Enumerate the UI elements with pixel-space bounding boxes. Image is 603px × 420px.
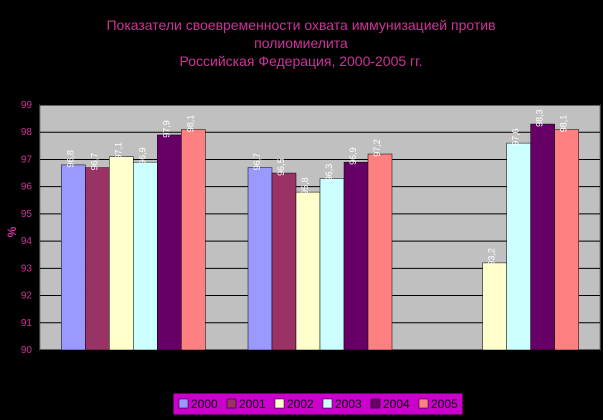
legend: 2000 2001 2002 2003 2004 2005 xyxy=(172,392,464,416)
legend-swatch-2000 xyxy=(178,398,189,409)
x-axis-categories: 12 месяцев 24 месяца 14 лет xyxy=(99,368,526,383)
legend-swatch-2005 xyxy=(418,398,429,409)
bars xyxy=(61,123,579,351)
bar-2000-1 xyxy=(61,164,86,351)
x-category-label: 12 месяцев xyxy=(99,368,168,383)
legend-swatch-2003 xyxy=(322,398,333,409)
y-tick-label: 98 xyxy=(21,127,33,138)
bar-2001-2 xyxy=(271,172,297,351)
y-tick-label: 93 xyxy=(21,263,33,274)
bar-2005-1 xyxy=(181,129,206,351)
data-label: 98,3 xyxy=(535,109,545,127)
legend-swatch-2001 xyxy=(226,398,237,409)
y-tick-label: 97 xyxy=(21,154,33,165)
legend-box xyxy=(172,392,464,416)
legend-label-2000: 2000 xyxy=(191,397,218,411)
bar-2002-2 xyxy=(295,191,321,351)
chart-title: Показатели своевременности охвата иммуни… xyxy=(106,17,495,69)
chart-title-line-1: Показатели своевременности охвата иммуни… xyxy=(106,17,495,33)
bar-2001-1 xyxy=(85,167,110,351)
data-label: 96,7 xyxy=(252,153,262,171)
legend-label-2004: 2004 xyxy=(383,397,410,411)
bar-2003-2 xyxy=(319,178,345,351)
y-axis-ticks: 90 91 92 93 94 95 96 97 98 99 xyxy=(21,100,33,356)
data-label: 97,6 xyxy=(511,128,521,146)
data-label: 96,5 xyxy=(276,158,286,176)
data-label: 97,2 xyxy=(372,139,382,157)
chart-title-line-2: полиомиелита xyxy=(254,35,348,51)
y-axis-label: % xyxy=(5,226,19,237)
legend-swatch-2002 xyxy=(274,398,285,409)
y-tick-label: 99 xyxy=(21,100,33,111)
data-label: 98,1 xyxy=(559,115,569,133)
legend-label-2003: 2003 xyxy=(335,397,362,411)
y-tick-label: 94 xyxy=(21,236,33,247)
data-label: 96,3 xyxy=(324,164,334,182)
data-label: 96,9 xyxy=(348,147,358,165)
bar-2004-3 xyxy=(530,123,555,351)
chart-title-line-3: Российская Федерация, 2000-2005 гг. xyxy=(180,53,423,69)
legend-label-2001: 2001 xyxy=(239,397,266,411)
y-tick-label: 91 xyxy=(21,318,33,329)
legend-swatch-2004 xyxy=(370,398,381,409)
bar-2003-3 xyxy=(506,142,531,351)
bar-2004-2 xyxy=(343,161,369,351)
data-label: 96,8 xyxy=(65,150,75,168)
bar-2002-3 xyxy=(482,262,507,351)
data-label: 95,8 xyxy=(300,177,310,195)
bar-2005-3 xyxy=(554,129,579,351)
data-label: 97,9 xyxy=(161,120,171,138)
y-tick-label: 96 xyxy=(21,182,33,193)
bar-2002-1 xyxy=(109,156,134,351)
data-labels: 96,8 96,7 97,1 96,9 97,9 98,1 96,7 96,5 95,8 96,3… xyxy=(65,109,568,265)
legend-label-2005: 2005 xyxy=(431,397,458,411)
bar-2004-1 xyxy=(157,134,182,351)
data-label: 96,7 xyxy=(89,153,99,171)
bar-2005-2 xyxy=(367,153,393,351)
bar-2000-2 xyxy=(247,167,273,351)
legend-label-2002: 2002 xyxy=(287,397,314,411)
x-category-label: 24 месяца xyxy=(289,368,352,383)
data-label: 98,1 xyxy=(185,115,195,133)
y-tick-label: 95 xyxy=(21,209,33,220)
x-category-label: 14 лет xyxy=(487,368,525,383)
data-label: 97,1 xyxy=(113,142,123,160)
data-label: 96,9 xyxy=(137,147,147,165)
bar-2003-1 xyxy=(133,161,158,351)
y-tick-label: 90 xyxy=(21,345,33,356)
y-tick-label: 92 xyxy=(21,291,33,302)
data-label: 93,2 xyxy=(487,248,497,266)
